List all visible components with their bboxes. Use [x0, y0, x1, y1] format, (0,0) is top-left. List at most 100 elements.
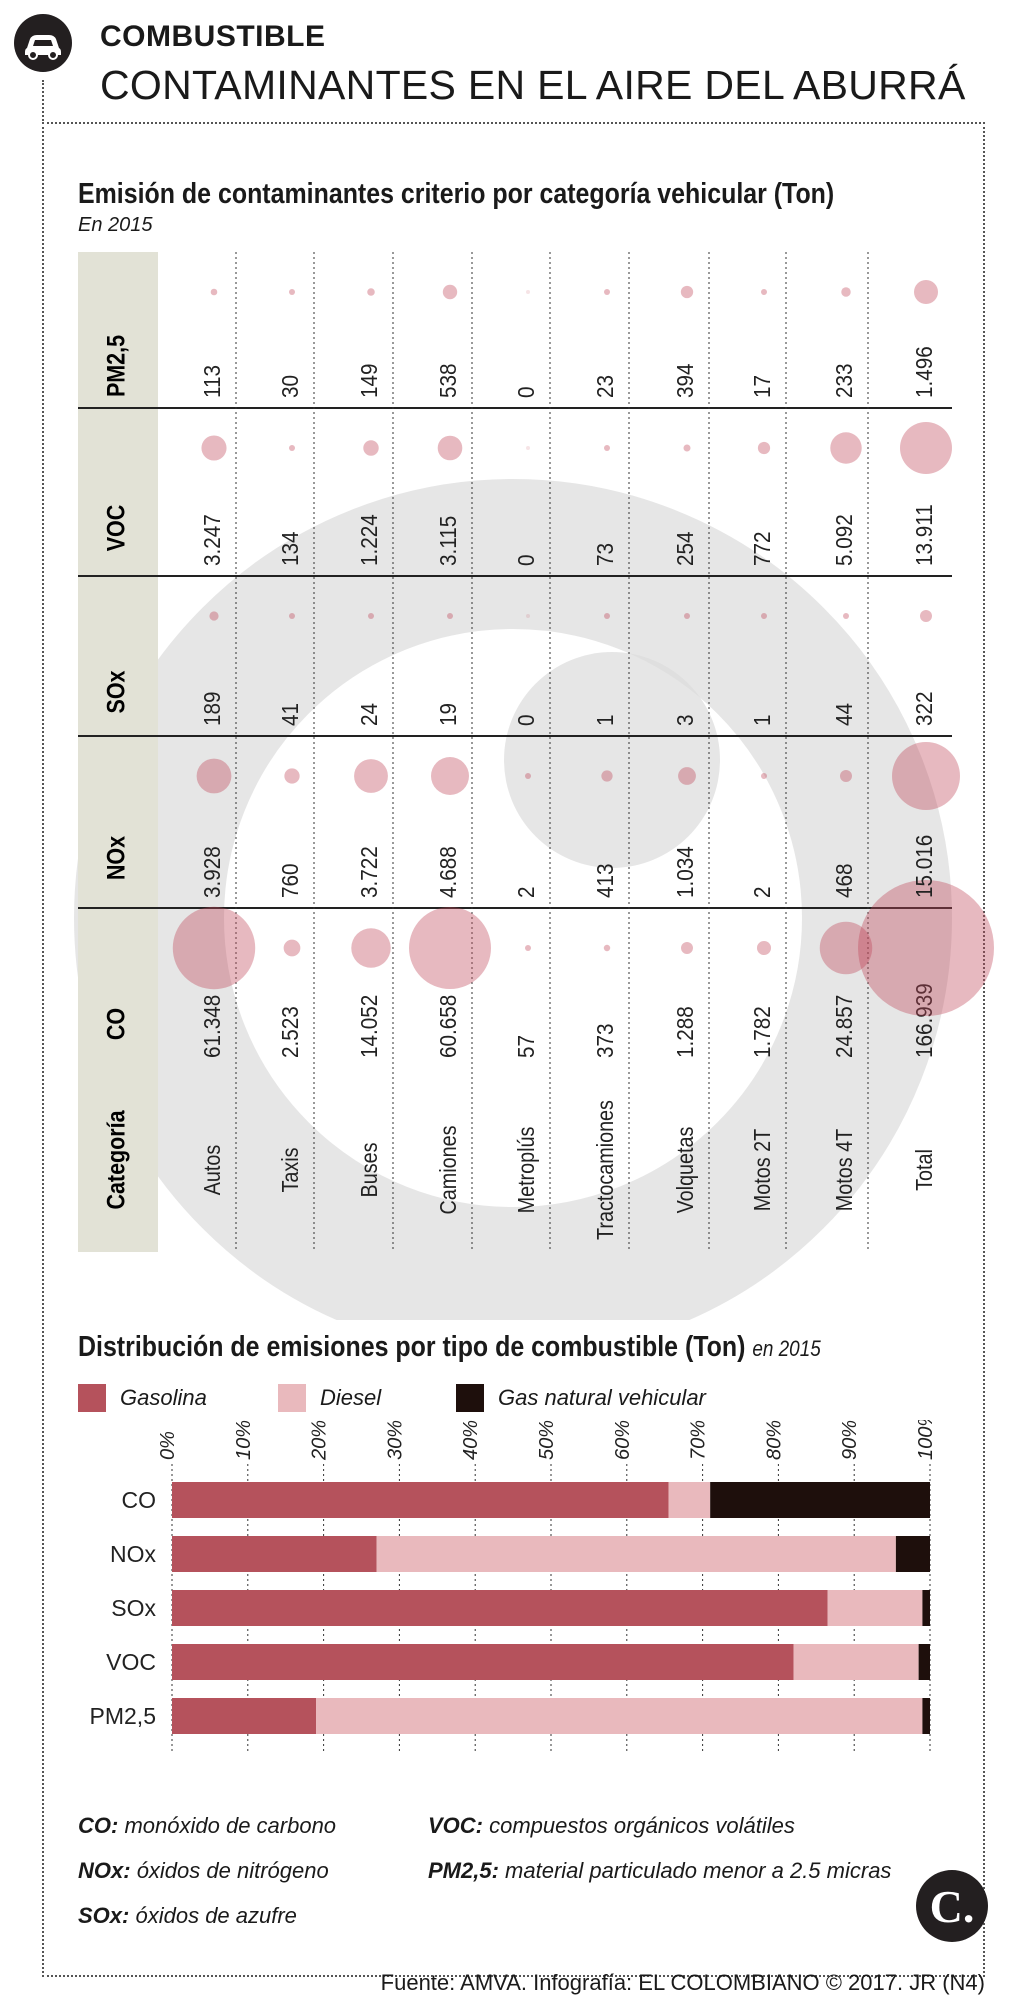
value-label: 373: [592, 1023, 618, 1058]
value-label: 1: [749, 714, 775, 726]
value-label: 254: [672, 531, 698, 566]
bar-segment: [918, 1644, 930, 1680]
category-label: CO: [122, 1487, 157, 1513]
column-header-nox: NOx: [102, 836, 130, 880]
legend-gnv: Gas natural vehicular: [456, 1384, 706, 1412]
value-label: 3.928: [199, 846, 225, 898]
glossary-definition: compuestos orgánicos volátiles: [489, 1813, 795, 1838]
value-bubble: [839, 769, 853, 783]
legend-swatch: [456, 1384, 484, 1412]
emissions-table: Categoría CO NOx SOx VOC PM2,5 Autos 61.348 3.9…: [74, 252, 994, 1320]
category-label: Camiones: [436, 1126, 462, 1215]
glossary-term: NOx:: [78, 1858, 131, 1883]
value-bubble: [525, 773, 531, 779]
car-icon: [14, 14, 72, 72]
category-label: Motos 4T: [832, 1129, 858, 1211]
value-label: 73: [592, 543, 618, 566]
bar-segment: [172, 1482, 669, 1518]
value-bubble: [680, 285, 694, 299]
value-bubble: [526, 290, 530, 294]
category-label: VOC: [106, 1649, 156, 1675]
glossary-item: PM2,5: material particulado menor a 2.5 …: [428, 1858, 891, 1884]
bar-segment: [316, 1698, 923, 1734]
value-label: 60.658: [435, 995, 461, 1058]
value-bubble: [678, 767, 696, 785]
value-bubble: [210, 288, 218, 296]
legend-label: Gasolina: [120, 1385, 207, 1410]
tick-label: 30%: [384, 1420, 406, 1460]
value-bubble: [526, 614, 530, 618]
glossary-item: NOx: óxidos de nitrógeno: [78, 1858, 329, 1884]
bar-segment: [172, 1644, 794, 1680]
value-bubble: [900, 422, 952, 474]
value-label: 1: [592, 714, 618, 726]
kicker: COMBUSTIBLE: [100, 20, 326, 53]
value-bubble: [201, 435, 227, 461]
tick-label: 90%: [839, 1420, 861, 1460]
value-label: 61.348: [199, 995, 225, 1058]
value-bubble: [351, 928, 391, 968]
value-bubble: [437, 435, 463, 461]
value-bubble: [684, 613, 690, 619]
header-band: [78, 252, 158, 1252]
value-bubble: [289, 613, 295, 619]
legend-swatch: [78, 1384, 106, 1412]
tick-label: 70%: [688, 1420, 710, 1460]
legend-diesel: Diesel: [278, 1384, 381, 1412]
value-label: 1.224: [356, 514, 382, 566]
tick-label: 60%: [612, 1420, 634, 1460]
value-label: 322: [911, 691, 937, 726]
value-label: 41: [277, 703, 303, 726]
value-bubble: [604, 445, 610, 451]
column-header-voc: VOC: [102, 505, 130, 552]
value-bubble: [858, 880, 994, 1016]
tick-label: 10%: [233, 1420, 255, 1460]
category-label: Total: [912, 1149, 938, 1191]
value-label: 134: [277, 531, 303, 566]
value-label: 15.016: [911, 835, 937, 898]
value-label: 189: [199, 691, 225, 726]
value-bubble: [841, 287, 851, 297]
tick-label: 0%: [157, 1431, 179, 1460]
value-label: 5.092: [831, 514, 857, 566]
value-bubble: [892, 742, 960, 810]
tick-label: 50%: [536, 1420, 558, 1460]
value-label: 2: [749, 886, 775, 898]
value-label: 30: [277, 375, 303, 398]
value-bubble: [830, 432, 862, 464]
value-label: 538: [435, 363, 461, 398]
value-label: 1.496: [911, 346, 937, 398]
value-label: 24: [356, 703, 382, 726]
category-label: Autos: [200, 1145, 226, 1196]
fuel-distribution-chart: 0% 10% 20% 30% 40% 50% 60% 70% 80% 90% 100% CO NOx S…: [90, 1420, 937, 1752]
bar-chart-subtitle: en 2015: [752, 1336, 821, 1361]
value-bubble: [284, 768, 300, 784]
value-label: 19: [435, 703, 461, 726]
value-bubble: [761, 613, 767, 619]
glossary-term: SOx:: [78, 1903, 130, 1928]
value-label: 24.857: [831, 995, 857, 1058]
value-bubble: [209, 611, 219, 621]
legend-label: Diesel: [320, 1385, 382, 1410]
legend-label: Gas natural vehicular: [498, 1385, 706, 1410]
value-label: 149: [356, 363, 382, 398]
table-subtitle: En 2015: [78, 214, 153, 236]
value-bubble: [756, 940, 772, 956]
value-label: 3: [672, 714, 698, 726]
value-label: 113: [199, 365, 225, 398]
category-label: Motos 2T: [750, 1129, 776, 1211]
value-bubble: [681, 942, 693, 954]
column-header-co: CO: [102, 1008, 130, 1040]
tick-label: 40%: [460, 1420, 482, 1460]
headline: CONTAMINANTES EN EL AIRE DEL ABURRÁ: [100, 62, 966, 108]
bar-segment: [710, 1482, 930, 1518]
glossary-definition: material particulado menor a 2.5 micras: [505, 1858, 892, 1883]
value-label: 233: [831, 363, 857, 398]
value-label: 4.688: [435, 846, 461, 898]
value-label: 468: [831, 863, 857, 898]
value-bubble: [363, 440, 379, 456]
category-label: Buses: [357, 1143, 383, 1198]
category-label: Taxis: [278, 1147, 304, 1192]
value-label: 14.052: [356, 995, 382, 1058]
value-bubble: [442, 284, 458, 300]
